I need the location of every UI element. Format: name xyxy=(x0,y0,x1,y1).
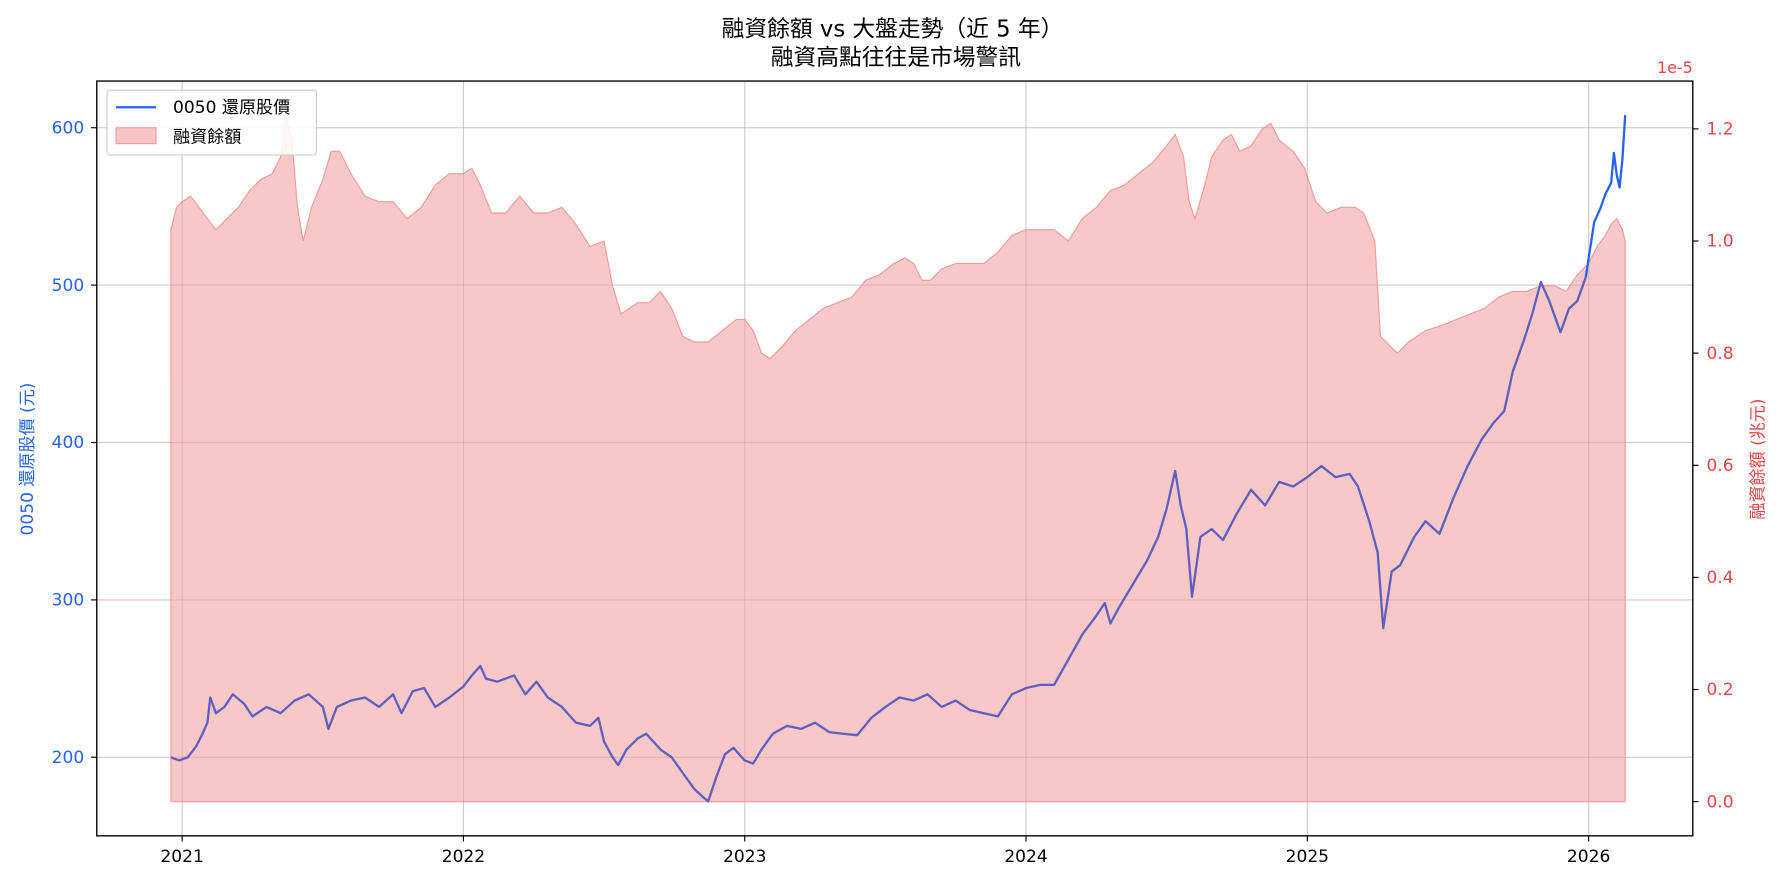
margin-balance-area xyxy=(170,117,1626,803)
legend-label-margin: 融資餘額 xyxy=(173,128,241,148)
legend: 0050 還原股價 融資餘額 xyxy=(106,89,318,156)
y-right-tick-label: 0.4 xyxy=(1706,568,1733,588)
y-left-tick-label: 600 xyxy=(52,118,85,138)
x-tick-label: 2021 xyxy=(160,847,203,867)
y-right-tick-label: 1.2 xyxy=(1706,120,1733,140)
right-axis-offset-text: 1e-5 xyxy=(1657,58,1693,77)
right-axis-label: 融資餘額 (兆元) xyxy=(1748,398,1768,519)
x-axis: 2021 2022 2023 2024 2025 2026 xyxy=(160,835,1610,867)
right-y-axis: 0.0 0.2 0.4 0.6 0.8 1.0 1.2 xyxy=(1692,120,1734,812)
x-tick-label: 2026 xyxy=(1567,847,1610,867)
legend-area-swatch xyxy=(115,127,157,145)
price-line-above-area xyxy=(1584,115,1627,278)
y-left-tick-label: 500 xyxy=(52,276,85,296)
y-left-tick-label: 300 xyxy=(52,591,85,611)
legend-label-price: 0050 還原股價 xyxy=(173,98,290,118)
x-tick-label: 2025 xyxy=(1286,847,1329,867)
x-tick-label: 2023 xyxy=(723,847,766,867)
y-left-tick-label: 200 xyxy=(52,748,85,768)
chart-title: 融資餘額 vs 大盤走勢（近 5 年） xyxy=(722,17,1064,43)
x-tick-label: 2024 xyxy=(1004,847,1047,867)
y-right-tick-label: 0.2 xyxy=(1706,680,1733,700)
y-right-tick-label: 0.6 xyxy=(1706,456,1733,476)
plot-frame xyxy=(96,80,1694,837)
left-y-axis: 200 300 400 500 600 xyxy=(52,118,97,768)
legend-box xyxy=(106,89,318,156)
y-right-tick-label: 1.0 xyxy=(1706,232,1733,252)
y-right-tick-label: 0.0 xyxy=(1706,792,1733,812)
x-tick-label: 2022 xyxy=(442,847,485,867)
y-left-tick-label: 400 xyxy=(52,433,85,453)
chart-subtitle: 融資高點往往是市場警訊 xyxy=(771,45,1021,71)
y-right-tick-label: 0.8 xyxy=(1706,344,1733,364)
grid-lines-over-area xyxy=(96,81,1693,836)
price-line xyxy=(170,276,1587,803)
left-axis-label: 0050 還原股價 (元) xyxy=(18,383,38,536)
